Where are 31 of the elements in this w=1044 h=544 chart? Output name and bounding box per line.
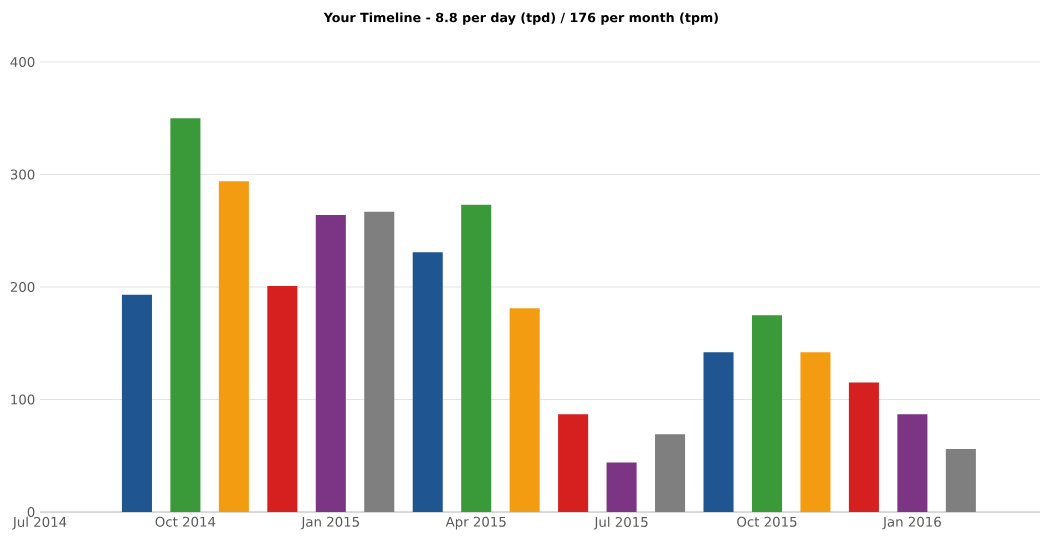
bar: [945, 449, 976, 512]
bar: [267, 285, 298, 512]
bar: [751, 315, 783, 512]
bar: [800, 352, 831, 512]
x-tick-label: Jan 2015: [300, 516, 359, 530]
bar: [364, 211, 395, 512]
bar: [558, 414, 589, 512]
y-tick-label: 0: [27, 506, 35, 518]
x-tick-label: Jan 2016: [882, 516, 941, 530]
y-tick-label: 200: [10, 281, 35, 293]
bar: [218, 181, 249, 512]
x-tick-label: Jul 2015: [593, 516, 648, 530]
x-tick-label: Oct 2014: [155, 516, 216, 527]
bar: [606, 462, 637, 512]
bar: [703, 352, 734, 512]
bar: [509, 308, 540, 512]
x-tick-label: Oct 2015: [737, 516, 797, 527]
bar: [461, 204, 492, 512]
bar: [121, 294, 152, 512]
y-tick-label: 300: [10, 169, 35, 180]
y-tick-label: 100: [11, 394, 35, 405]
x-tick-label: Jul 2014: [12, 516, 67, 530]
bar: [897, 414, 928, 512]
x-tick-label: Apr 2015: [445, 516, 506, 530]
bar: [315, 215, 346, 512]
chart-title: Your Timeline - 8.8 per day (tpd) / 176 per month (tpm): [323, 12, 718, 25]
bar: [848, 382, 879, 512]
y-tick-label: 400: [10, 56, 35, 68]
bar: [412, 252, 443, 512]
bar: [170, 118, 201, 512]
bar: [655, 434, 686, 512]
